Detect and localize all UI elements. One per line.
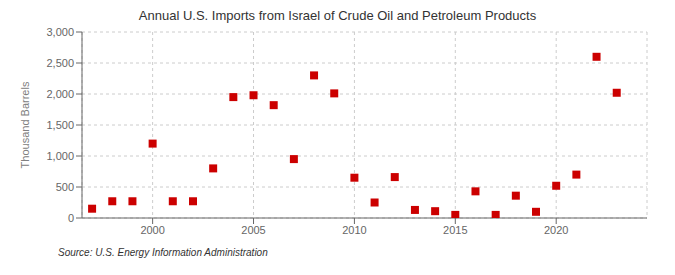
svg-text:Thousand Barrels: Thousand Barrels: [19, 81, 31, 168]
svg-text:2015: 2015: [443, 224, 467, 236]
svg-text:2,500: 2,500: [46, 57, 74, 69]
svg-text:0: 0: [68, 212, 74, 224]
svg-text:2005: 2005: [241, 224, 265, 236]
svg-text:2010: 2010: [342, 224, 366, 236]
svg-text:2,000: 2,000: [46, 88, 74, 100]
svg-text:1,000: 1,000: [46, 150, 74, 162]
svg-text:500: 500: [56, 181, 74, 193]
svg-text:3,000: 3,000: [46, 26, 74, 38]
svg-text:2000: 2000: [140, 224, 164, 236]
svg-text:1,500: 1,500: [46, 119, 74, 131]
html-text:Source: U.S. Energy Informatio: Source: U.S. Energy Information Administ…: [58, 247, 268, 258]
html-text:Annual U.S. Imports from Israe: Annual U.S. Imports from Israel of Crude…: [138, 8, 537, 23]
svg-text:2020: 2020: [544, 224, 568, 236]
